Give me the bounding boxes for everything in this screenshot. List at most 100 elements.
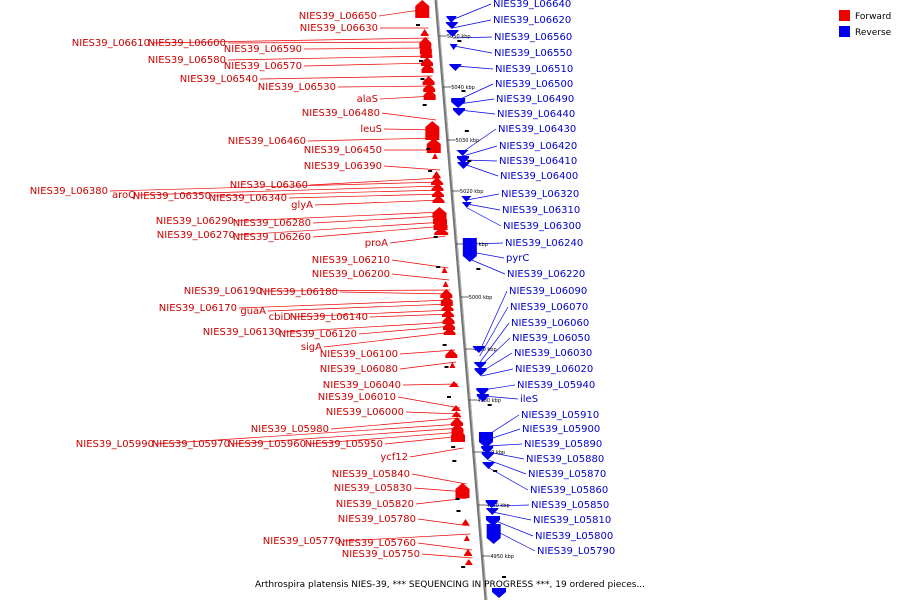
reverse-gene-arrow[interactable] [476, 388, 489, 396]
gene-label-nies39-l06260[interactable]: NIES39_L06260 [233, 232, 311, 243]
gene-label-nies39-l06550[interactable]: NIES39_L06550 [494, 48, 572, 59]
forward-gene-arrow[interactable] [449, 381, 459, 387]
gene-label-alas[interactable]: alaS [357, 94, 378, 105]
gene-label-nies39-l06050[interactable]: NIES39_L06050 [512, 333, 590, 344]
forward-gene-arrow[interactable] [421, 63, 434, 73]
gene-label-nies39-l05810[interactable]: NIES39_L05810 [533, 515, 611, 526]
gene-label-nies39-l06180[interactable]: NIES39_L06180 [260, 287, 338, 298]
gene-label-leus[interactable]: leuS [360, 124, 382, 135]
gene-label-guaa[interactable]: guaA [240, 306, 266, 317]
gene-label-nies39-l06360[interactable]: NIES39_L06360 [230, 180, 308, 191]
gene-label-nies39-l06010[interactable]: NIES39_L06010 [318, 392, 396, 403]
gene-label-nies39-l06170[interactable]: NIES39_L06170 [159, 303, 237, 314]
gene-label-nies39-l06100[interactable]: NIES39_L06100 [320, 349, 398, 360]
gene-label-nies39-l06440[interactable]: NIES39_L06440 [497, 109, 575, 120]
forward-gene-arrow[interactable] [432, 195, 445, 203]
gene-label-nies39-l06380[interactable]: NIES39_L06380 [30, 186, 108, 197]
forward-gene-arrow[interactable] [432, 171, 441, 178]
forward-gene-arrow[interactable] [431, 177, 443, 185]
gene-label-nies39-l06460[interactable]: NIES39_L06460 [228, 136, 306, 147]
forward-gene-arrow[interactable] [443, 321, 455, 330]
gene-label-nies39-l06140[interactable]: NIES39_L06140 [290, 312, 368, 323]
gene-label-nies39-l06320[interactable]: NIES39_L06320 [501, 189, 579, 200]
forward-gene-arrow[interactable] [422, 76, 435, 85]
gene-label-proa[interactable]: proA [365, 238, 388, 249]
forward-gene-arrow[interactable] [432, 189, 444, 197]
gene-label-nies39-l06420[interactable]: NIES39_L06420 [499, 141, 577, 152]
reverse-gene-arrow[interactable] [449, 44, 458, 50]
reverse-gene-arrow[interactable] [456, 150, 469, 156]
forward-gene-arrow[interactable] [441, 303, 454, 311]
gene-label-nies39-l05780[interactable]: NIES39_L05780 [338, 514, 416, 525]
forward-gene-arrow[interactable] [433, 219, 448, 230]
gene-label-nies39-l06480[interactable]: NIES39_L06480 [302, 108, 380, 119]
reverse-gene-arrow[interactable] [481, 452, 494, 460]
reverse-gene-arrow[interactable] [492, 588, 506, 598]
gene-label-nies39-l06560[interactable]: NIES39_L06560 [494, 32, 572, 43]
gene-label-nies39-l06280[interactable]: NIES39_L06280 [233, 218, 311, 229]
gene-label-nies39-l06030[interactable]: NIES39_L06030 [514, 348, 592, 359]
gene-label-nies39-l06620[interactable]: NIES39_L06620 [493, 15, 571, 26]
gene-label-ycf12[interactable]: ycf12 [380, 452, 408, 463]
gene-label-nies39-l05960[interactable]: NIES39_L05960 [228, 439, 306, 450]
reverse-gene-arrow[interactable] [481, 446, 494, 454]
gene-label-siga[interactable]: sigA [301, 342, 322, 353]
forward-gene-arrow[interactable] [426, 138, 441, 153]
gene-label-nies39-l06500[interactable]: NIES39_L06500 [495, 79, 573, 90]
forward-gene-arrow[interactable] [419, 37, 432, 48]
gene-label-nies39-l06390[interactable]: NIES39_L06390 [304, 161, 382, 172]
forward-gene-arrow[interactable] [434, 227, 449, 235]
forward-gene-arrow[interactable] [420, 29, 429, 36]
forward-gene-arrow[interactable] [451, 429, 465, 442]
gene-label-nies39-l06600[interactable]: NIES39_L06600 [148, 38, 226, 49]
gene-label-nies39-l05880[interactable]: NIES39_L05880 [526, 454, 604, 465]
gene-label-nies39-l05970[interactable]: NIES39_L05970 [152, 439, 230, 450]
gene-label-nies39-l05830[interactable]: NIES39_L05830 [334, 483, 412, 494]
forward-gene-arrow[interactable] [451, 405, 461, 411]
reverse-gene-arrow[interactable] [461, 196, 472, 202]
forward-gene-arrow[interactable] [419, 43, 432, 54]
gene-label-nies39-l06130[interactable]: NIES39_L06130 [203, 327, 281, 338]
gene-label-nies39-l06650[interactable]: NIES39_L06650 [299, 11, 377, 22]
forward-gene-arrow[interactable] [432, 153, 438, 159]
gene-label-nies39-l06510[interactable]: NIES39_L06510 [495, 64, 573, 75]
forward-gene-arrow[interactable] [415, 0, 430, 18]
gene-label-nies39-l05870[interactable]: NIES39_L05870 [528, 469, 606, 480]
forward-gene-arrow[interactable] [445, 349, 458, 358]
gene-label-nies39-l06020[interactable]: NIES39_L06020 [515, 364, 593, 375]
forward-gene-arrow[interactable] [463, 535, 470, 541]
gene-label-nies39-l06640[interactable]: NIES39_L06640 [493, 0, 571, 10]
reverse-gene-arrow[interactable] [486, 516, 500, 526]
forward-gene-arrow[interactable] [451, 411, 462, 417]
forward-gene-arrow[interactable] [441, 267, 448, 273]
gene-label-nies39-l05910[interactable]: NIES39_L05910 [521, 410, 599, 421]
gene-label-nies39-l06240[interactable]: NIES39_L06240 [505, 238, 583, 249]
gene-label-nies39-l06630[interactable]: NIES39_L06630 [300, 23, 378, 34]
gene-label-nies39-l06190[interactable]: NIES39_L06190 [184, 286, 262, 297]
forward-gene-arrow[interactable] [464, 559, 473, 565]
gene-label-nies39-l06210[interactable]: NIES39_L06210 [312, 255, 390, 266]
gene-label-nies39-l05770[interactable]: NIES39_L05770 [263, 536, 341, 547]
gene-label-nies39-l06200[interactable]: NIES39_L06200 [312, 269, 390, 280]
gene-label-glya[interactable]: glyA [291, 200, 313, 211]
reverse-gene-arrow[interactable] [457, 162, 470, 169]
gene-label-nies39-l06400[interactable]: NIES39_L06400 [500, 171, 578, 182]
gene-label-nies39-l05940[interactable]: NIES39_L05940 [517, 380, 595, 391]
reverse-gene-arrow[interactable] [446, 16, 457, 23]
forward-gene-arrow[interactable] [431, 183, 444, 191]
forward-gene-arrow[interactable] [423, 89, 436, 100]
gene-label-nies39-l06450[interactable]: NIES39_L06450 [304, 145, 382, 156]
reverse-gene-arrow[interactable] [461, 202, 472, 208]
forward-gene-arrow[interactable] [461, 519, 470, 525]
gene-label-nies39-l06090[interactable]: NIES39_L06090 [509, 286, 587, 297]
reverse-gene-arrow[interactable] [474, 362, 487, 369]
gene-label-nies39-l05750[interactable]: NIES39_L05750 [342, 549, 420, 560]
gene-label-nies39-l05950[interactable]: NIES39_L05950 [305, 439, 383, 450]
reverse-gene-arrow[interactable] [451, 98, 466, 108]
gene-label-iles[interactable]: ileS [520, 394, 538, 405]
reverse-gene-arrow[interactable] [485, 500, 498, 508]
forward-gene-arrow[interactable] [451, 417, 463, 426]
gene-label-nies39-l05980[interactable]: NIES39_L05980 [251, 424, 329, 435]
gene-label-nies39-l06000[interactable]: NIES39_L06000 [326, 407, 404, 418]
gene-label-nies39-l06120[interactable]: NIES39_L06120 [279, 329, 357, 340]
